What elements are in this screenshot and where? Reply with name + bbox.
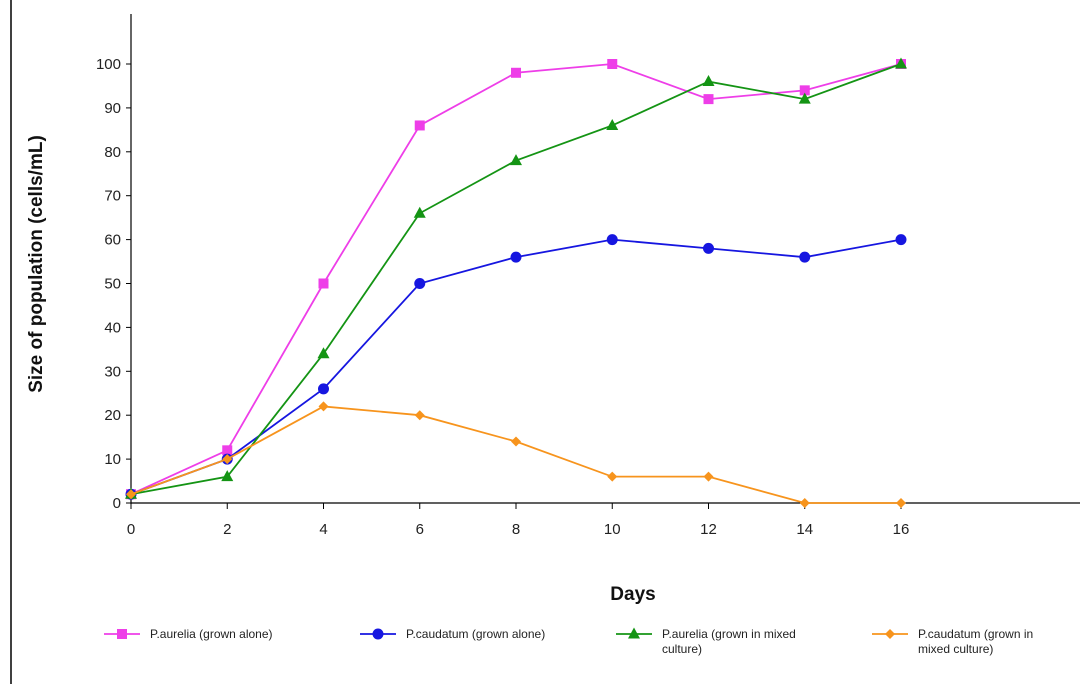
axes [130, 14, 1080, 504]
data-point [414, 410, 425, 421]
data-point [799, 498, 810, 508]
x-tick-label: 10 [604, 521, 621, 538]
series-line [130, 63, 902, 496]
legend-marker [885, 629, 895, 639]
data-point [703, 94, 714, 105]
data-point [607, 471, 618, 482]
data-point [318, 383, 329, 395]
series-2 [125, 234, 907, 500]
data-point [896, 498, 906, 508]
data-point [703, 242, 714, 254]
legend-marker [372, 628, 384, 640]
data-point [222, 445, 233, 456]
data-point [607, 59, 618, 69]
legend: P.aurelia (grown alone) P.caudatum (grown… [104, 627, 1033, 656]
series-1 [126, 59, 906, 500]
legend-label: culture) [662, 642, 702, 656]
legend-marker [628, 627, 640, 639]
data-point [318, 401, 329, 412]
x-tick-label: 14 [796, 521, 813, 538]
data-point [702, 75, 715, 87]
x-tick-label: 16 [893, 521, 910, 538]
data-point [511, 67, 521, 78]
y-tick-label: 100 [96, 56, 121, 73]
legend-item-2: P.caudatum (grown alone) [360, 627, 545, 641]
y-tick-label: 50 [104, 276, 121, 293]
data-point [895, 57, 907, 69]
x-axis-label: Days [610, 584, 655, 605]
x-tick-label: 6 [416, 521, 424, 538]
series-line [130, 63, 902, 496]
legend-label: P.caudatum (grown alone) [406, 627, 545, 641]
data-point [606, 118, 619, 130]
x-tick-label: 8 [512, 521, 520, 538]
data-point [413, 206, 426, 218]
legend-label: P.aurelia (grown in mixed [662, 627, 796, 641]
data-point [798, 92, 811, 104]
data-series [125, 57, 907, 508]
y-axis-ticks: 0 10 20 30 40 50 60 70 80 90 100 [96, 56, 131, 512]
y-axis-label: Size of population (cells/mL) [26, 135, 47, 393]
data-point [799, 85, 810, 96]
series-line [130, 405, 901, 504]
x-tick-label: 4 [319, 521, 327, 538]
data-point [510, 154, 522, 166]
legend-label: mixed culture) [918, 642, 993, 656]
series-4 [126, 401, 906, 508]
legend-label: P.caudatum (grown in [918, 627, 1033, 641]
y-tick-label: 0 [113, 495, 121, 512]
y-tick-label: 20 [104, 407, 121, 424]
data-point [318, 278, 329, 289]
y-tick-label: 90 [104, 100, 121, 117]
data-point [606, 234, 618, 246]
data-point [511, 436, 521, 447]
data-point [895, 234, 907, 246]
data-point [703, 471, 714, 482]
legend-item-1: P.aurelia (grown alone) [104, 627, 273, 641]
series-3 [125, 57, 907, 499]
data-point [126, 489, 136, 500]
legend-marker [117, 629, 127, 639]
legend-label: P.aurelia (grown alone) [150, 627, 273, 641]
data-point [221, 470, 234, 482]
y-tick-label: 40 [104, 319, 121, 336]
y-tick-label: 30 [104, 363, 121, 380]
y-tick-label: 70 [104, 188, 121, 205]
data-point [317, 347, 330, 359]
data-point [222, 454, 233, 465]
y-tick-label: 10 [104, 451, 121, 468]
x-tick-label: 12 [700, 521, 717, 538]
y-tick-label: 80 [104, 144, 121, 161]
series-line [130, 238, 902, 496]
x-axis-ticks: 0 2 4 6 8 10 12 14 16 [127, 503, 910, 538]
data-point [414, 278, 426, 289]
data-point [799, 251, 811, 263]
y-tick-label: 60 [104, 232, 121, 249]
data-point [510, 251, 522, 263]
data-point [414, 120, 425, 131]
x-tick-label: 0 [127, 521, 135, 538]
x-tick-label: 2 [223, 521, 231, 538]
